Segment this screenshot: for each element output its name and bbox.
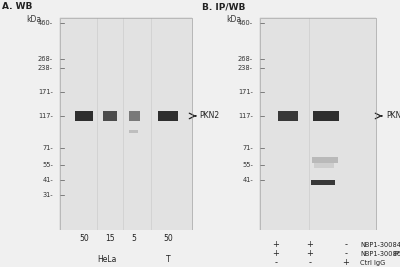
Bar — [314, 163, 334, 168]
Text: 55-: 55- — [242, 162, 253, 168]
Text: IP: IP — [393, 251, 399, 257]
Text: -: - — [344, 240, 348, 249]
Text: Ctrl IgG: Ctrl IgG — [360, 260, 385, 266]
Text: 71-: 71- — [242, 145, 253, 151]
Text: HeLa: HeLa — [98, 255, 117, 264]
Text: -: - — [274, 258, 278, 267]
Bar — [75, 111, 93, 121]
Bar — [158, 111, 178, 121]
Text: 268-: 268- — [238, 56, 253, 62]
Text: 41-: 41- — [42, 177, 53, 183]
Text: +: + — [342, 258, 350, 267]
Text: 5: 5 — [132, 234, 136, 243]
Text: 117-: 117- — [38, 113, 53, 119]
Text: 15: 15 — [105, 234, 115, 243]
Text: 50: 50 — [79, 234, 89, 243]
Text: 31-: 31- — [42, 192, 53, 198]
Text: PKN2: PKN2 — [386, 111, 400, 120]
Text: 268-: 268- — [38, 56, 53, 62]
Bar — [128, 111, 140, 121]
Bar — [260, 18, 376, 230]
Text: B. IP/WB: B. IP/WB — [202, 2, 245, 11]
Text: 460-: 460- — [238, 20, 253, 26]
Bar — [278, 111, 298, 121]
Text: +: + — [306, 249, 314, 258]
Bar — [260, 18, 376, 230]
Text: 171-: 171- — [38, 89, 53, 95]
Text: 117-: 117- — [238, 113, 253, 119]
Text: -: - — [308, 258, 312, 267]
Text: +: + — [272, 240, 280, 249]
Text: 71-: 71- — [42, 145, 53, 151]
Bar — [312, 157, 338, 163]
Text: A. WB: A. WB — [2, 2, 32, 11]
Bar — [60, 18, 192, 230]
Text: PKN2: PKN2 — [200, 111, 220, 120]
Text: kDa: kDa — [226, 15, 242, 24]
Bar — [260, 18, 376, 230]
Text: NBP1-30084: NBP1-30084 — [360, 242, 400, 248]
Text: 41-: 41- — [242, 177, 253, 183]
Text: 460-: 460- — [38, 20, 53, 26]
Text: -: - — [344, 249, 348, 258]
Text: 171-: 171- — [238, 89, 253, 95]
Text: 50: 50 — [163, 234, 173, 243]
Bar — [311, 180, 335, 185]
Text: 238-: 238- — [38, 65, 53, 71]
Text: +: + — [306, 240, 314, 249]
Bar — [129, 130, 138, 133]
Text: +: + — [272, 249, 280, 258]
Text: kDa: kDa — [26, 15, 42, 24]
Bar — [60, 18, 192, 230]
Text: T: T — [166, 255, 170, 264]
Text: NBP1-30086: NBP1-30086 — [360, 251, 400, 257]
Bar — [313, 111, 339, 121]
Text: 238-: 238- — [238, 65, 253, 71]
Bar — [103, 111, 117, 121]
Bar — [60, 18, 192, 230]
Text: 55-: 55- — [42, 162, 53, 168]
